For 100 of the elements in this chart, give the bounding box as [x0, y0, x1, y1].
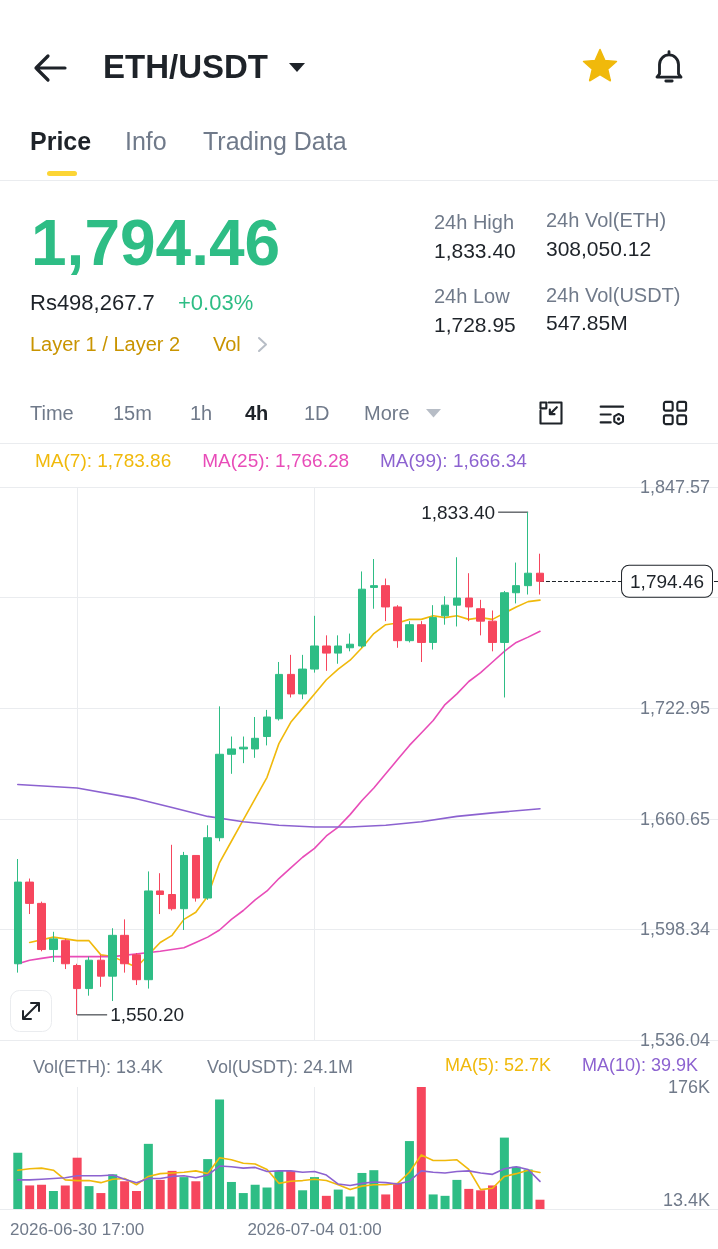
- bar: [523, 1169, 533, 1209]
- text: MA(25): 1,766.28: [202, 450, 350, 471]
- candlestick: [346, 633, 354, 652]
- text: 547.85M: [546, 310, 628, 336]
- text: Trading Data: [203, 126, 347, 156]
- x-tick-label: 2026-06-30 17:00: [10, 1220, 145, 1239]
- text: 1,794.46: [31, 206, 281, 281]
- bar: [84, 1186, 94, 1209]
- candlestick: [37, 901, 46, 952]
- bar: [369, 1170, 379, 1209]
- candlestick: [132, 952, 141, 986]
- text: 1h: [190, 401, 213, 425]
- y-tick-label: 1,722.95: [639, 698, 710, 719]
- text: 24h High: [434, 210, 515, 234]
- text: +0.03%: [178, 290, 254, 317]
- candlestick: [393, 604, 402, 649]
- candlestick: [310, 615, 319, 674]
- candlestick: [381, 578, 390, 622]
- candlestick: [14, 858, 22, 974]
- candlestick: [120, 918, 129, 974]
- text: MA(99): 1,666.34: [380, 450, 528, 471]
- bar: [464, 1188, 474, 1209]
- candlestick: [25, 878, 34, 915]
- text: 1,833.40: [434, 238, 516, 264]
- candlestick: [263, 709, 271, 746]
- candlestick: [156, 872, 164, 915]
- candlestick: [180, 851, 188, 931]
- y-tick-label: 13.4K: [662, 1189, 710, 1210]
- bar: [143, 1143, 153, 1209]
- candlestick: [85, 956, 93, 997]
- annotation: 1,833.40: [421, 501, 496, 523]
- bar: [96, 1193, 106, 1209]
- text: Vol: [213, 332, 241, 356]
- bar: [535, 1199, 545, 1209]
- y-tick-label: 176K: [667, 1077, 710, 1097]
- candlestick: [144, 870, 153, 990]
- bar: [298, 1190, 308, 1209]
- text: Vol(USDT): 24.1M: [207, 1057, 354, 1077]
- bar: [191, 1181, 201, 1209]
- bar: [37, 1184, 47, 1209]
- text: Vol(ETH): 13.4K: [33, 1057, 164, 1077]
- bar: [167, 1170, 177, 1209]
- bar: [452, 1179, 462, 1209]
- x-tick-label: 2026-07-04 01:00: [247, 1220, 382, 1239]
- candlestick: [203, 824, 212, 901]
- candlestick: [298, 654, 307, 700]
- candlestick: [61, 938, 70, 970]
- annotation: 1,550.20: [110, 1004, 185, 1026]
- bar: [286, 1170, 296, 1209]
- candlestick: [488, 609, 497, 652]
- bar: [310, 1177, 319, 1209]
- bar: [345, 1196, 355, 1209]
- candlestick: [334, 634, 342, 665]
- text: 1D: [304, 401, 330, 425]
- text: Info: [125, 126, 167, 156]
- bar: [72, 1157, 82, 1209]
- candlestick: [500, 590, 509, 698]
- bar: [179, 1177, 189, 1209]
- candlestick: [358, 570, 366, 649]
- bar: [381, 1194, 391, 1209]
- text: Price: [30, 126, 92, 156]
- line-series: [17, 1154, 541, 1191]
- bar: [416, 1087, 426, 1209]
- candlestick: [417, 620, 426, 663]
- text: ETH/USDT: [103, 47, 268, 87]
- y-tick-label: 1,598.34: [639, 919, 710, 940]
- bar: [476, 1190, 486, 1209]
- candlestick: [476, 599, 485, 636]
- candlestick: [215, 705, 224, 842]
- bar: [48, 1190, 58, 1209]
- candlestick: [168, 844, 176, 911]
- bar: [120, 1181, 130, 1209]
- bar: [511, 1166, 521, 1209]
- candlestick: [370, 558, 378, 610]
- text: 15m: [113, 401, 152, 425]
- text: MA(7): 1,783.86: [35, 450, 172, 471]
- candlestick: [441, 595, 449, 626]
- candlestick: [239, 736, 248, 764]
- bar: [393, 1183, 403, 1209]
- bar: [404, 1141, 414, 1209]
- bar: [357, 1172, 367, 1209]
- bar: [25, 1185, 35, 1209]
- bar: [274, 1170, 284, 1209]
- line-series: [17, 1165, 541, 1187]
- bar: [499, 1137, 509, 1209]
- candlestick: [465, 572, 473, 622]
- text: MA(5): 52.7K: [444, 1055, 551, 1075]
- text: 4h: [245, 401, 269, 425]
- y-tick-label: 1,847.57: [639, 477, 710, 497]
- candlestick: [429, 604, 437, 651]
- candlestick: [227, 736, 236, 775]
- candlestick: [251, 716, 259, 759]
- candlestick: [536, 553, 544, 596]
- candlestick: [108, 927, 117, 1002]
- candlestick: [192, 854, 200, 903]
- text: MA(10): 39.9K: [581, 1055, 699, 1075]
- candlestick: [97, 954, 105, 988]
- bar: [203, 1159, 213, 1209]
- text: Layer 1 / Layer 2: [30, 332, 181, 356]
- candlestick: [453, 556, 461, 627]
